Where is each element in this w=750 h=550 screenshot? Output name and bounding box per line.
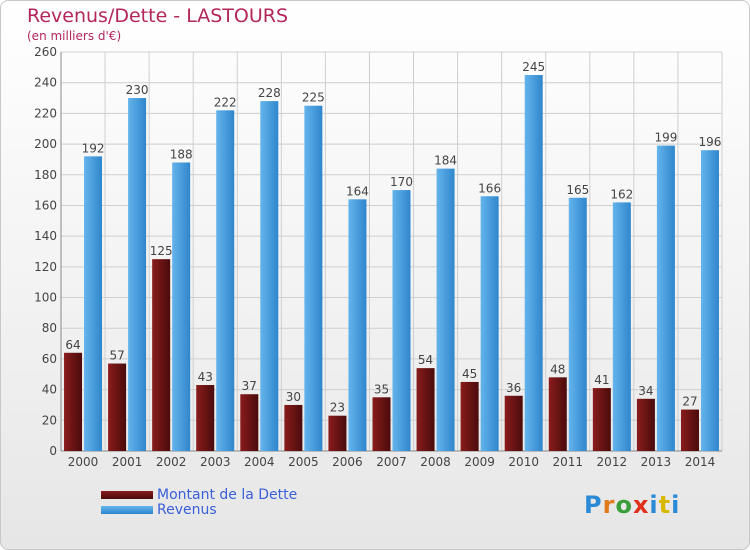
- data-label-revenue: 162: [610, 187, 633, 201]
- data-label-debt: 34: [638, 384, 653, 398]
- bar-debt: [152, 259, 171, 451]
- y-tick-label: 80: [42, 321, 57, 335]
- bar-debt: [548, 377, 567, 451]
- bar-chart: 0 20 40 60 80 100 120 140 160 180 200 220 240 260 64 19…: [34, 45, 723, 469]
- y-tick-label: 0: [49, 444, 57, 458]
- proxiti-logo: Proxiti: [584, 491, 681, 519]
- bar-revenue: [84, 156, 103, 451]
- data-label-revenue: 196: [699, 135, 722, 149]
- y-tick-label: 140: [34, 229, 57, 243]
- data-label-debt: 23: [330, 401, 345, 415]
- y-tick-label: 20: [42, 413, 57, 427]
- data-label-revenue: 222: [214, 95, 237, 109]
- y-tick-label: 40: [42, 383, 57, 397]
- y-tick-label: 160: [34, 198, 57, 212]
- y-tick-label: 100: [34, 291, 57, 305]
- data-label-debt: 41: [594, 373, 609, 387]
- bar-debt: [592, 388, 611, 451]
- data-label-revenue: 164: [346, 184, 369, 198]
- data-label-revenue: 225: [302, 91, 325, 105]
- x-tick-label: 2014: [685, 455, 716, 469]
- bar-revenue: [700, 150, 719, 451]
- bar-debt: [240, 394, 259, 451]
- data-label-revenue: 245: [522, 60, 545, 74]
- data-label-debt: 64: [65, 338, 80, 352]
- data-label-debt: 30: [286, 390, 301, 404]
- data-label-debt: 43: [198, 370, 213, 384]
- data-label-debt: 35: [374, 382, 389, 396]
- data-label-revenue: 188: [170, 147, 193, 161]
- y-tick-label: 180: [34, 168, 57, 182]
- bar-debt: [328, 415, 347, 451]
- chart-title: Revenus/Dette - LASTOURS: [27, 5, 289, 27]
- y-tick-label: 120: [34, 260, 57, 274]
- bar-revenue: [480, 196, 499, 451]
- bar-debt: [284, 404, 303, 451]
- x-tick-label: 2008: [420, 455, 451, 469]
- data-label-debt: 57: [109, 349, 124, 363]
- x-tick-label: 2003: [200, 455, 231, 469]
- data-label-debt: 36: [506, 381, 521, 395]
- x-tick-label: 2000: [68, 455, 99, 469]
- x-tick-label: 2013: [641, 455, 672, 469]
- legend-label-debt: Montant de la Dette: [157, 487, 298, 503]
- x-tick-label: 2005: [288, 455, 319, 469]
- bar-revenue: [436, 168, 455, 451]
- bar-revenue: [612, 202, 631, 451]
- bar-revenue: [260, 101, 279, 451]
- bar-debt: [416, 368, 435, 451]
- x-tick-label: 2012: [597, 455, 628, 469]
- bar-revenue: [348, 199, 367, 451]
- data-label-debt: 54: [418, 353, 433, 367]
- x-tick-label: 2009: [464, 455, 495, 469]
- data-label-revenue: 199: [654, 131, 677, 145]
- y-tick-label: 240: [34, 76, 57, 90]
- bar-debt: [196, 385, 215, 451]
- bar-debt: [460, 381, 479, 451]
- bar-revenue: [304, 105, 323, 451]
- bar-revenue: [524, 75, 543, 452]
- bar-revenue: [568, 197, 587, 451]
- bar-debt: [64, 352, 83, 451]
- x-tick-label: 2001: [112, 455, 143, 469]
- bar-debt: [108, 363, 127, 451]
- bar-revenue: [216, 110, 235, 452]
- y-tick-label: 200: [34, 137, 57, 151]
- data-label-revenue: 228: [258, 86, 281, 100]
- x-tick-label: 2011: [552, 455, 583, 469]
- x-tick-label: 2002: [156, 455, 187, 469]
- data-label-debt: 27: [682, 395, 697, 409]
- data-label-revenue: 230: [126, 83, 149, 97]
- bar-debt: [372, 397, 391, 451]
- legend-swatch-revenue: [101, 506, 153, 514]
- legend-swatch-debt: [101, 491, 153, 499]
- data-label-debt: 48: [550, 362, 565, 376]
- bar-revenue: [656, 145, 675, 451]
- data-label-debt: 125: [150, 244, 173, 258]
- chart-subtitle: (en milliers d'€): [27, 29, 122, 43]
- y-tick-label: 60: [42, 352, 57, 366]
- x-tick-label: 2007: [376, 455, 407, 469]
- y-tick-label: 220: [34, 106, 57, 120]
- data-label-revenue: 170: [390, 175, 413, 189]
- data-label-revenue: 184: [434, 154, 457, 168]
- data-label-debt: 37: [242, 379, 257, 393]
- x-tick-label: 2010: [508, 455, 539, 469]
- bar-debt: [636, 398, 655, 451]
- y-tick-label: 260: [34, 45, 57, 59]
- x-tick-label: 2006: [332, 455, 363, 469]
- data-label-revenue: 165: [566, 183, 589, 197]
- bar-debt: [680, 409, 699, 451]
- bar-debt: [504, 395, 523, 451]
- bar-revenue: [172, 162, 191, 451]
- data-label-revenue: 166: [478, 181, 501, 195]
- x-tick-label: 2004: [244, 455, 275, 469]
- bar-revenue: [128, 98, 147, 452]
- data-label-debt: 45: [462, 367, 477, 381]
- legend-label-revenue: Revenus: [157, 502, 217, 518]
- data-label-revenue: 192: [82, 141, 105, 155]
- bar-revenue: [392, 190, 411, 451]
